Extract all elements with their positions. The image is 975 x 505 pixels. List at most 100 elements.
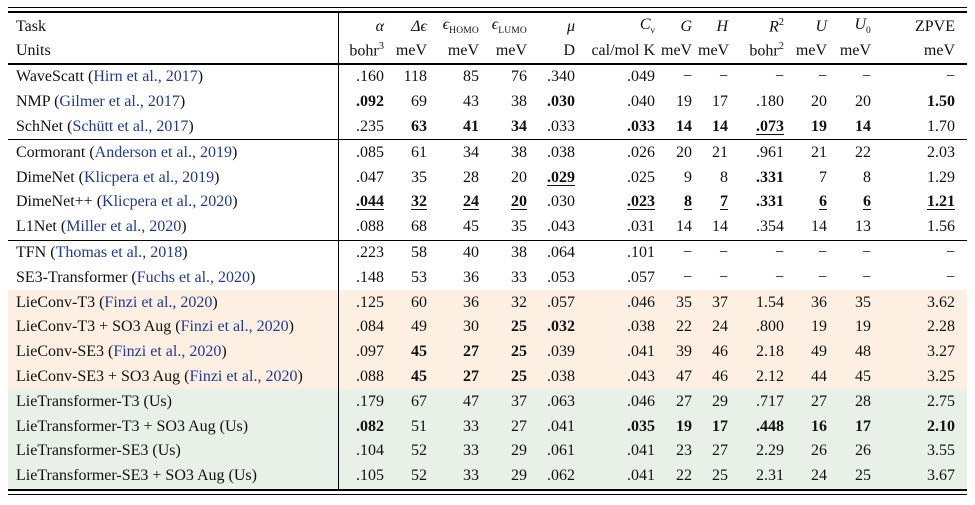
cell-value: 19 bbox=[676, 93, 692, 111]
model-name: LieTransformer-SE3 + SO3 Aug (Us) bbox=[8, 463, 338, 489]
cell-value: − bbox=[734, 239, 790, 266]
cell-value: .038 bbox=[581, 314, 661, 340]
model-name: LieTransformer-T3 (Us) bbox=[8, 389, 338, 415]
cell-value: 45 bbox=[833, 364, 877, 390]
table-row: LieConv-SE3 (Finzi et al., 2020) .097 45 27… bbox=[8, 339, 967, 365]
cell-value: .035 bbox=[581, 414, 661, 439]
citation-link[interactable]: Finzi et al., 2020 bbox=[104, 293, 213, 311]
cell-value: 47 bbox=[433, 389, 485, 415]
cell-value: 6 bbox=[819, 193, 827, 211]
cell-value: .033 bbox=[627, 117, 655, 135]
cell-value: 3.67 bbox=[877, 463, 967, 489]
cell-value: .340 bbox=[547, 68, 575, 86]
citation-link[interactable]: Klicpera et al., 2020 bbox=[102, 193, 233, 211]
cell-value: .029 bbox=[547, 168, 575, 186]
task-header-label: Task bbox=[16, 17, 46, 35]
cell-value: 3.25 bbox=[877, 364, 967, 390]
cell-value: 20 bbox=[855, 93, 871, 111]
table-row: LieConv-SE3 + SO3 Aug (Finzi et al., 202… bbox=[8, 364, 967, 390]
cell-value: 45 bbox=[390, 364, 433, 390]
model-name: LieTransformer-T3 + SO3 Aug (Us) bbox=[8, 414, 338, 439]
cell-value: 49 bbox=[390, 314, 433, 340]
cell-value: .038 bbox=[533, 139, 581, 166]
citation-link[interactable]: Gilmer et al., 2017 bbox=[59, 93, 180, 111]
cell-value: 8 bbox=[684, 193, 692, 211]
citation-link[interactable]: Schütt et al., 2017 bbox=[72, 117, 189, 135]
table-row: LieTransformer-T3 + SO3 Aug (Us) .082 51 33… bbox=[8, 414, 967, 439]
cell-value: 1.70 bbox=[927, 117, 955, 135]
cell-value: 22 bbox=[661, 463, 698, 489]
citation-link[interactable]: Thomas et al., 2018 bbox=[55, 243, 183, 261]
cell-value: 22 bbox=[661, 314, 698, 340]
cell-value: − bbox=[682, 68, 692, 86]
cell-value: .235 bbox=[337, 114, 390, 140]
cell-value: .088 bbox=[337, 364, 390, 390]
citation-link[interactable]: Finzi et al., 2020 bbox=[189, 367, 298, 385]
cell-value: 1.21 bbox=[927, 193, 955, 211]
cell-value: 29 bbox=[485, 463, 533, 489]
cell-value: 44 bbox=[790, 364, 833, 390]
citation-link[interactable]: Miller et al., 2020 bbox=[66, 218, 182, 236]
column-header-symbol: μ bbox=[566, 17, 575, 35]
table-top-rule bbox=[8, 7, 967, 13]
cell-value: 14 bbox=[811, 218, 827, 236]
cell-value: 46 bbox=[698, 364, 734, 390]
cell-value: 14 bbox=[712, 117, 728, 135]
cell-value: .046 bbox=[581, 290, 661, 315]
cell-value: 20 bbox=[511, 193, 527, 211]
cell-value: − bbox=[774, 68, 784, 86]
cell-value: .064 bbox=[533, 239, 581, 266]
cell-value: .041 bbox=[581, 438, 661, 464]
cell-value: .088 bbox=[337, 214, 390, 241]
column-header-unit: meV bbox=[877, 38, 967, 65]
table-row: Cormorant (Anderson et al., 2019) .085 61 3… bbox=[8, 139, 967, 166]
cell-value: 85 bbox=[463, 68, 479, 86]
cell-value: .104 bbox=[337, 438, 390, 464]
cell-value: 61 bbox=[390, 139, 433, 166]
citation-link[interactable]: Klicpera et al., 2019 bbox=[83, 168, 215, 186]
cell-value: − bbox=[718, 68, 728, 86]
cell-value: 36 bbox=[790, 290, 833, 315]
column-header-symbol: H bbox=[716, 17, 728, 35]
cell-value: 1.56 bbox=[927, 218, 955, 236]
cell-value: .180 bbox=[756, 93, 784, 111]
cell-value: 28 bbox=[833, 389, 877, 415]
column-header-unit: meV bbox=[833, 38, 877, 65]
table-row: LieTransformer-T3 (Us) .179 67 47 37.063.046… bbox=[8, 389, 967, 415]
cell-value: 25 bbox=[698, 463, 734, 489]
cell-value: .025 bbox=[627, 168, 655, 186]
cell-value: 7 bbox=[819, 168, 827, 186]
cell-value: .354 bbox=[756, 218, 784, 236]
cell-value: 28 bbox=[463, 168, 479, 186]
cell-value: − bbox=[790, 239, 833, 266]
cell-value: .125 bbox=[337, 290, 390, 315]
model-name: SchNet (Schütt et al., 2017) bbox=[16, 117, 194, 135]
cell-value: 27 bbox=[485, 414, 533, 439]
cell-value: 2.10 bbox=[877, 414, 967, 439]
table-row: DimeNet (Klicpera et al., 2019) .047 35 28 2… bbox=[8, 165, 967, 190]
cell-value: − bbox=[861, 268, 871, 286]
cell-value: 2.18 bbox=[734, 339, 790, 365]
citation-link[interactable]: Finzi et al., 2020 bbox=[180, 318, 289, 336]
column-header-symbol: α bbox=[337, 13, 390, 38]
column-header-unit: meV bbox=[433, 38, 485, 65]
cell-value: .717 bbox=[734, 389, 790, 415]
table-row: LieTransformer-SE3 (Us) .104 52 33 29.061.04… bbox=[8, 438, 967, 464]
table-row: SE3-Transformer (Fuchs et al., 2020) .148… bbox=[8, 265, 967, 291]
cell-value: .043 bbox=[547, 218, 575, 236]
citation-link[interactable]: Fuchs et al., 2020 bbox=[136, 268, 251, 286]
citation-link[interactable]: Hirn et al., 2017 bbox=[93, 68, 198, 86]
citation-link[interactable]: Finzi et al., 2020 bbox=[113, 343, 222, 361]
cell-value: 35 bbox=[411, 168, 427, 186]
cell-value: 19 bbox=[661, 414, 698, 439]
cell-value: 19 bbox=[790, 314, 833, 340]
table-row: NMP (Gilmer et al., 2017) .092 69 43 38 .030.… bbox=[8, 89, 967, 115]
cell-value: .061 bbox=[533, 438, 581, 464]
cell-value: 26 bbox=[790, 438, 833, 464]
column-header-unit: cal/mol K bbox=[581, 38, 661, 65]
cell-value: 34 bbox=[433, 139, 485, 166]
cell-value: 17 bbox=[698, 414, 734, 439]
citation-link[interactable]: Anderson et al., 2019 bbox=[94, 143, 232, 161]
cell-value: 14 bbox=[676, 117, 692, 135]
cell-value: .800 bbox=[734, 314, 790, 340]
